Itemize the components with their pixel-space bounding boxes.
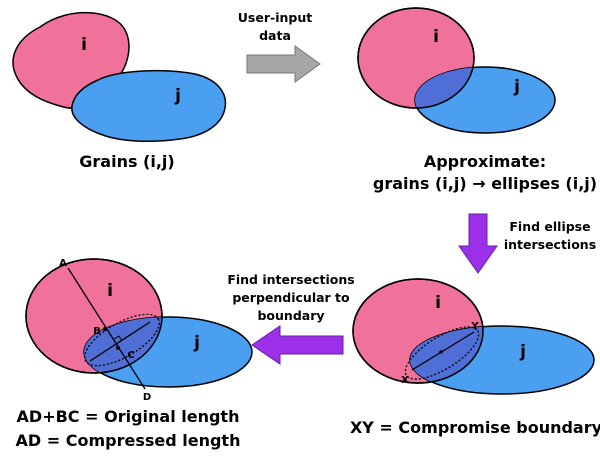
grain-j-shape xyxy=(71,69,227,143)
find-perp-label-line1: Find intersections xyxy=(227,272,354,287)
right-angle-marker xyxy=(113,335,123,342)
ellipse-i-3-label: i xyxy=(435,293,441,313)
approximate-caption-line2: grains (i,j) → ellipses (i,j) xyxy=(373,174,597,193)
overlap-dotted-ellipse-4 xyxy=(83,313,161,367)
arrow-user-input: User-input data xyxy=(238,10,321,83)
purple-left-arrow-icon xyxy=(251,325,344,365)
find-perp-label-line2: perpendicular to xyxy=(232,290,350,305)
point-x-label: X xyxy=(401,375,409,386)
panel-approximate: i j Approximate: grains (i,j) → ellipses… xyxy=(357,7,597,193)
arrow-find-ellipse: Find ellipse intersections xyxy=(458,213,596,274)
ellipse-i-3-outline xyxy=(352,278,484,384)
ellipse-i-4-label: i xyxy=(107,281,113,301)
ellipse-j-3-label: j xyxy=(519,342,526,362)
point-c-label: C xyxy=(127,350,134,361)
grain-j-label: j xyxy=(174,86,181,106)
point-y-label: Y xyxy=(470,321,479,332)
user-input-label-line1: User-input xyxy=(238,10,312,25)
find-perp-label-line3: boundary xyxy=(257,308,324,323)
point-a-label: A xyxy=(59,258,67,269)
ellipse-overlap xyxy=(415,67,474,108)
ellipse-j-4-label: j xyxy=(193,333,200,353)
ellipse-i-4-outline xyxy=(25,258,163,374)
point-d-label: D xyxy=(143,392,151,403)
lengths-caption-line2: AD = Compressed length xyxy=(16,431,241,450)
boundary-midpoint xyxy=(439,350,443,354)
purple-down-arrow-icon xyxy=(458,213,498,274)
ellipse-i-outline xyxy=(357,7,475,109)
point-c-dot xyxy=(116,346,120,350)
gray-right-arrow-icon xyxy=(246,45,321,83)
find-ellipse-label-line1: Find ellipse xyxy=(509,219,590,234)
ellipse-i-label: i xyxy=(433,27,439,47)
ellipse-j-label: j xyxy=(513,77,520,97)
user-input-label-line2: data xyxy=(259,28,291,43)
approximate-caption-line1: Approximate: xyxy=(424,152,546,171)
panel-compromise: i j X Y XY = Compromise boundary xyxy=(350,278,600,437)
point-b-label: B xyxy=(93,326,101,337)
grain-i-label: i xyxy=(81,35,87,55)
panel-raw-grains: i j Grains (i,j) xyxy=(12,11,227,171)
boundary-line-4 xyxy=(89,321,151,362)
panel-lengths: i j A B C D AD+BC = Original length AD =… xyxy=(16,258,253,450)
boundary-xy-line xyxy=(411,331,475,371)
lengths-caption-line1: AD+BC = Original length xyxy=(17,407,240,426)
raw-grains-caption: Grains (i,j) xyxy=(79,152,174,171)
point-b-dot xyxy=(103,327,107,331)
arrow-find-perp: Find intersections perpendicular to boun… xyxy=(227,272,355,365)
find-ellipse-label-line2: intersections xyxy=(504,237,596,252)
compromise-caption: XY = Compromise boundary xyxy=(350,418,600,437)
